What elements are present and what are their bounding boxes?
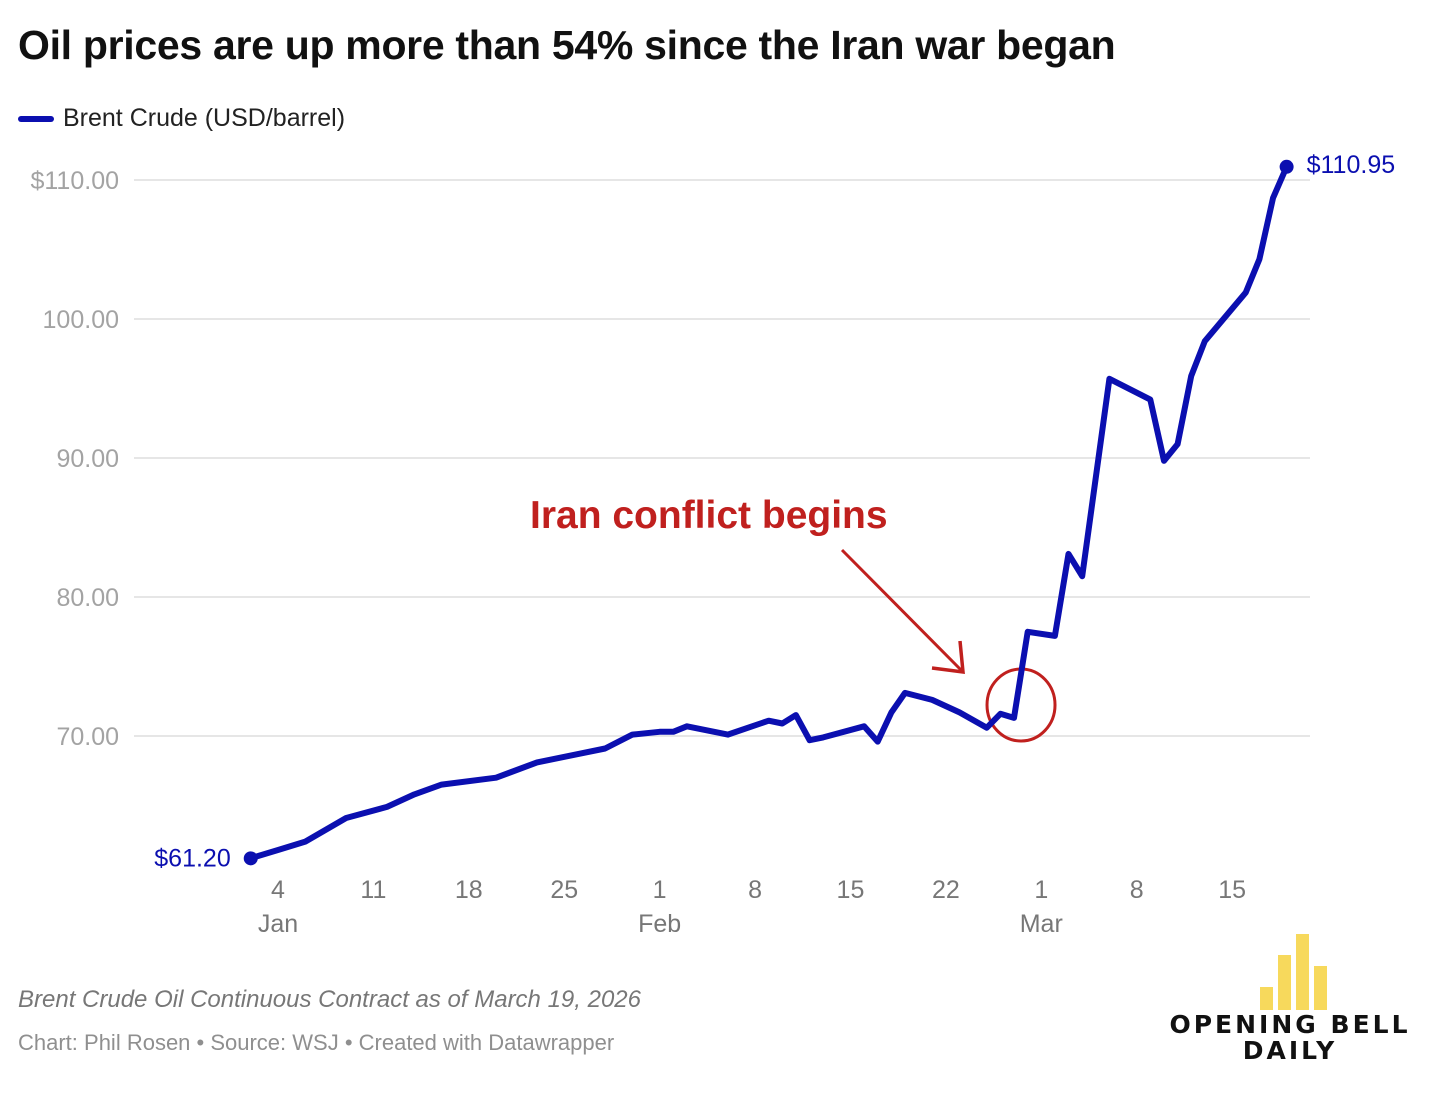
x-tick-label: 18: [455, 876, 483, 904]
end-value-label: $110.95: [1307, 151, 1396, 179]
x-tick-label: 15: [837, 876, 865, 904]
x-axis-ticks: 4 Jan 11 18 25 1 Feb 8 15 22 1 Mar 8 15: [258, 876, 1246, 938]
legend-label-brent: Brent Crude (USD/barrel): [63, 104, 346, 132]
y-axis-ticks: 70.00 80.00 90.00 100.00 $110.00: [30, 167, 119, 751]
annotation-arrow-head: [931, 640, 965, 675]
y-tick-label: $110.00: [30, 167, 119, 195]
x-tick-label: 25: [550, 876, 578, 904]
y-tick-label: 90.00: [56, 445, 119, 473]
start-point-marker[interactable]: [243, 851, 258, 866]
x-tick-label: 22: [932, 876, 960, 904]
logo-bar: [1278, 955, 1291, 1010]
x-tick-label: 1: [653, 876, 667, 904]
annotation-label: Iran conflict begins: [530, 494, 888, 537]
x-month-label: Feb: [638, 910, 681, 938]
gridlines: [134, 179, 1310, 737]
x-month-label: Mar: [1020, 910, 1063, 938]
logo-text-line2: DAILY: [1242, 1036, 1338, 1065]
logo-bar: [1314, 966, 1327, 1010]
y-tick-label: 70.00: [56, 723, 119, 751]
x-month-label: Jan: [258, 910, 298, 938]
x-tick-label: 15: [1218, 876, 1246, 904]
series-line-brent-crude: [247, 163, 1290, 862]
annotation: Iran conflict begins: [530, 494, 1057, 743]
x-tick-label: 8: [748, 876, 762, 904]
logo-bar: [1296, 934, 1309, 1010]
annotation-arrow-shaft: [840, 548, 965, 674]
logo-text-line1: OPENING BELL: [1169, 1010, 1411, 1039]
x-tick-label: 1: [1034, 876, 1048, 904]
legend: Brent Crude (USD/barrel): [18, 104, 345, 133]
footer-credit: Chart: Phil Rosen • Source: WSJ • Create…: [18, 1030, 615, 1055]
logo-bar-chart-icon: [1260, 934, 1330, 1010]
x-tick-label: 4: [271, 876, 285, 904]
chart-title: Oil prices are up more than 54% since th…: [18, 22, 1116, 68]
legend-swatch-brent: [18, 115, 54, 122]
end-point-marker[interactable]: [1279, 159, 1294, 174]
y-tick-label: 100.00: [43, 306, 119, 334]
y-tick-label: 80.00: [56, 584, 119, 612]
x-tick-label: 8: [1130, 876, 1144, 904]
x-tick-label: 11: [360, 876, 386, 904]
logo-bar: [1260, 987, 1273, 1010]
series-brent-crude: [247, 163, 1290, 862]
endpoint-markers: $61.20 $110.95: [154, 151, 1395, 873]
opening-bell-daily-logo: OPENING BELL DAILY: [1160, 930, 1420, 1070]
footer-note: Brent Crude Oil Continuous Contract as o…: [18, 986, 641, 1013]
start-value-label: $61.20: [154, 844, 230, 872]
